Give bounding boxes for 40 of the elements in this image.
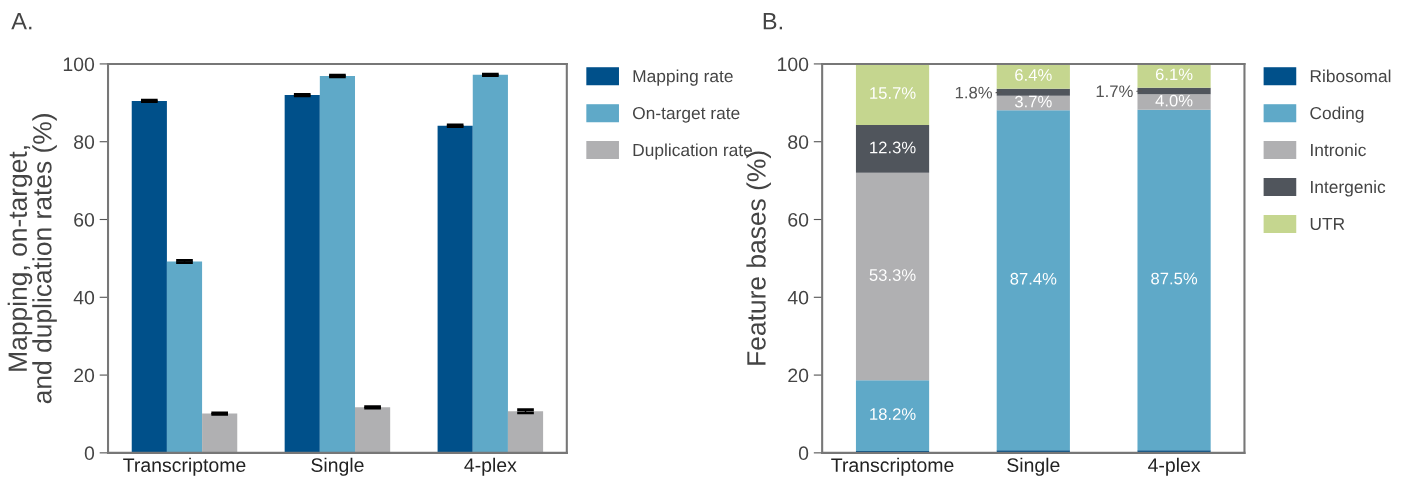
legend-label: Intronic xyxy=(1311,143,1366,157)
data-label: 87.4% xyxy=(1010,272,1057,285)
data-label: 4.0% xyxy=(1155,94,1193,107)
y-tick-label: 0 xyxy=(84,446,95,461)
data-label: 87.5% xyxy=(1151,272,1198,285)
chart-title: A. xyxy=(11,13,32,30)
x-tick-label: Single xyxy=(1007,457,1060,476)
y-tick-label: 60 xyxy=(74,212,95,227)
data-label: 1.7% xyxy=(1096,85,1133,98)
y-tick-label: 80 xyxy=(788,135,809,149)
data-label: 1.8% xyxy=(955,86,993,99)
x-tick-label: 4-plex xyxy=(1148,457,1201,476)
data-label: 15.7% xyxy=(870,87,916,99)
chart-title: B. xyxy=(763,13,782,30)
legend-label: Ribosomal xyxy=(1310,69,1391,83)
x-tick-label: 4-plex xyxy=(464,457,517,476)
legend-label: Coding xyxy=(1310,106,1364,123)
y-tick-label: 100 xyxy=(63,57,95,72)
x-tick-label: Transcriptome xyxy=(123,457,246,476)
legend-label: On-target rate xyxy=(632,106,740,123)
y-tick-label: 20 xyxy=(74,368,95,383)
data-label: 3.7% xyxy=(1014,95,1052,108)
y-tick-label: 40 xyxy=(73,290,95,305)
y-tick-label: 20 xyxy=(788,368,809,383)
y-tick-label: 40 xyxy=(787,290,809,305)
data-label: 6.1% xyxy=(1155,68,1193,81)
x-tick-label: Transcriptome xyxy=(831,457,954,476)
legend-label: UTR xyxy=(1310,217,1345,231)
y-tick-label: 0 xyxy=(798,446,809,461)
legend-label: Intergenic xyxy=(1311,180,1386,197)
y-tick-label: 80 xyxy=(74,135,95,149)
data-label: 18.2% xyxy=(870,408,916,420)
legend-label: Mapping rate xyxy=(633,69,733,86)
y-tick-label: 60 xyxy=(788,212,809,227)
data-label: 12.3% xyxy=(870,141,916,154)
x-tick-label: Single xyxy=(311,457,364,476)
data-label: 6.4% xyxy=(1015,69,1052,81)
y-axis-title: Mapping, on-target, and duplication rates (%) xyxy=(7,114,57,404)
data-label: 53.3% xyxy=(869,269,916,281)
y-tick-label: 100 xyxy=(778,57,809,72)
